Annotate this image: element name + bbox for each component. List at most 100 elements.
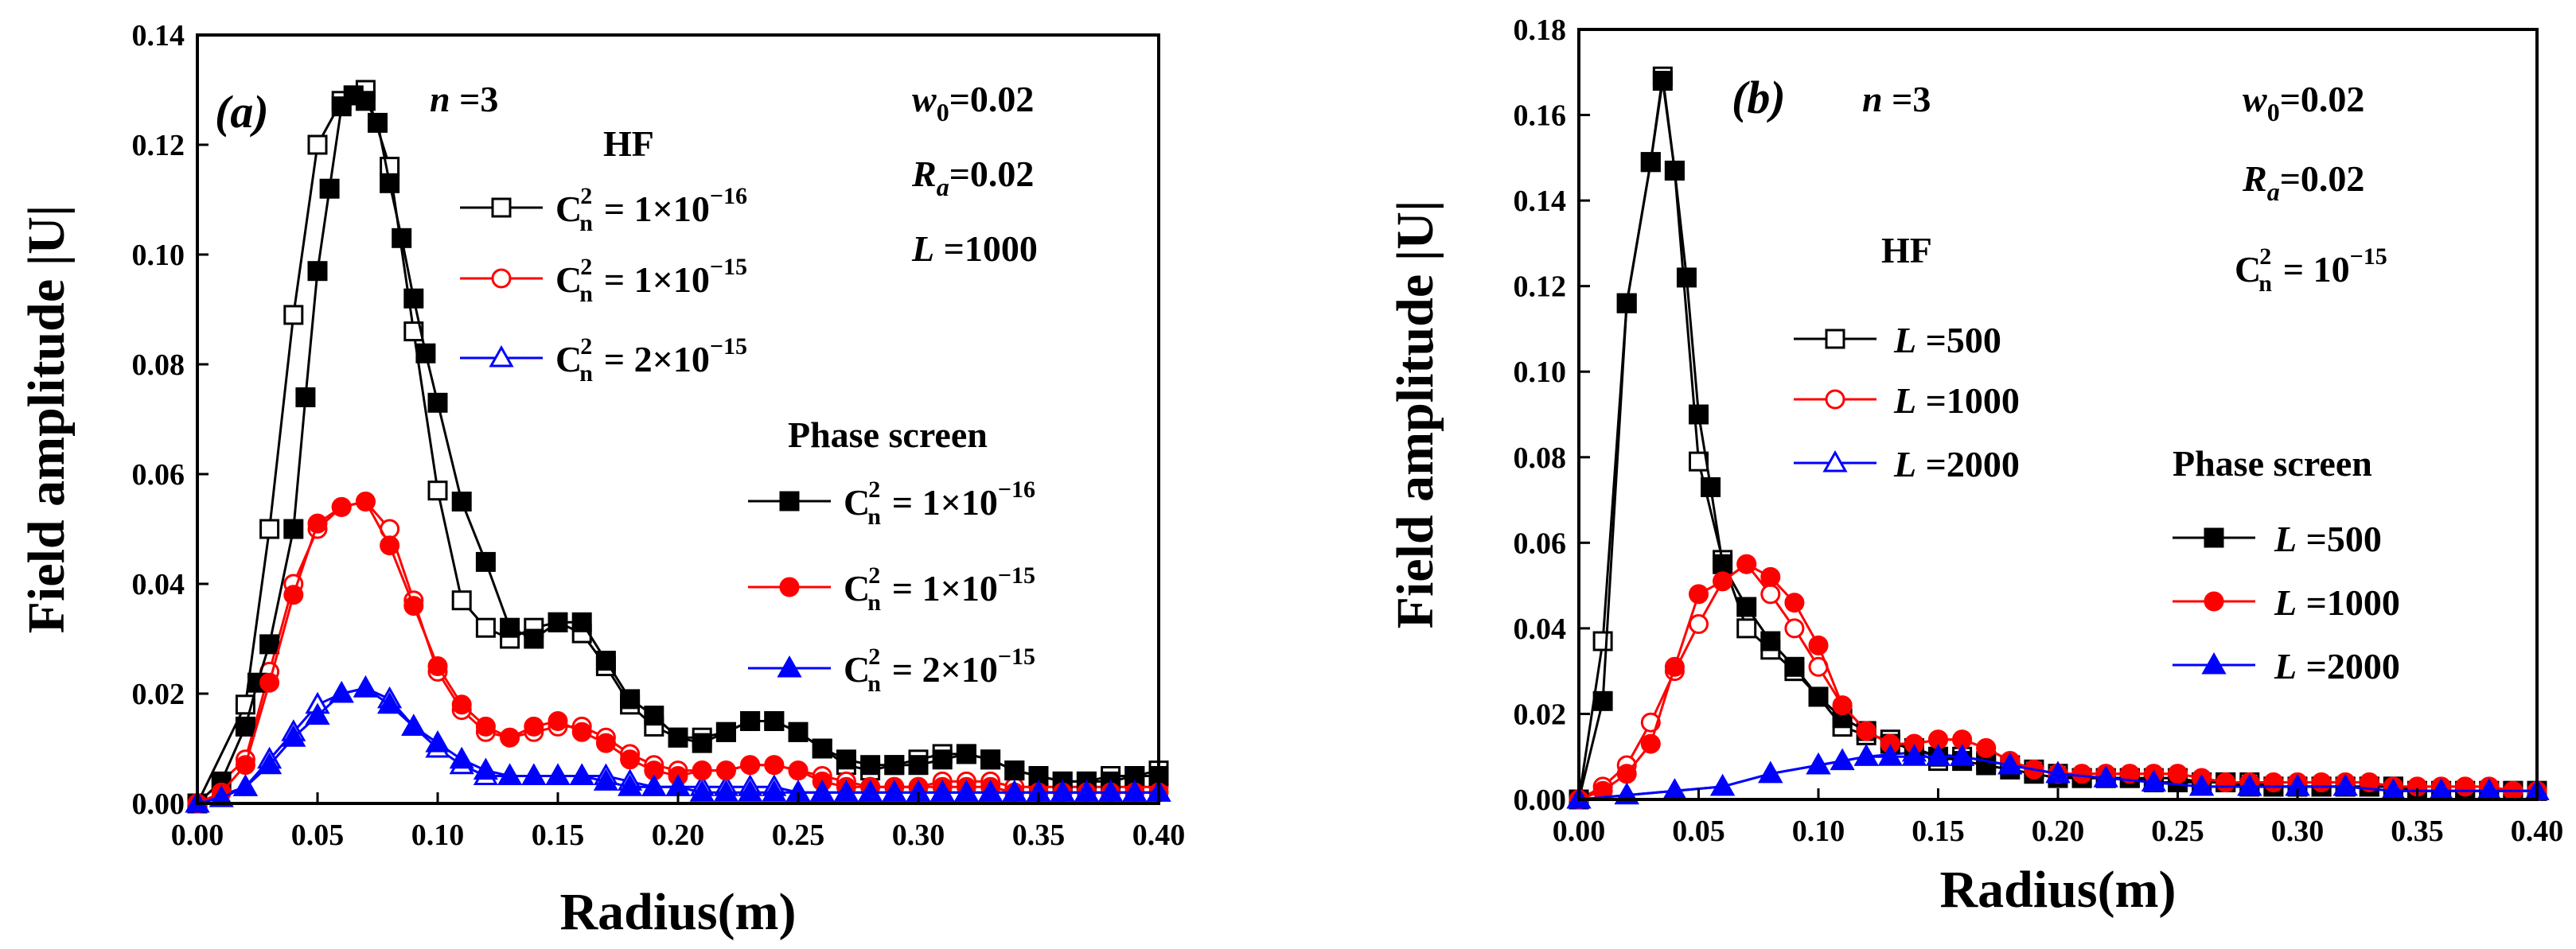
data-point — [475, 617, 496, 638]
data-point — [392, 228, 412, 248]
data-point — [403, 288, 424, 309]
series-line — [1577, 80, 2537, 800]
data-point — [1664, 656, 1685, 677]
data-point — [762, 780, 787, 802]
data-point — [1050, 780, 1075, 802]
y-tick-label: 0.16 — [1514, 99, 1567, 133]
data-point — [689, 780, 715, 802]
data-point — [692, 733, 712, 753]
data-point — [208, 785, 234, 807]
data-point — [283, 585, 304, 605]
panel-b-w0-value: 0.02 — [2301, 79, 2365, 119]
y-tick-label: 0.00 — [132, 788, 185, 821]
panel-a-legend-hf-cn2-2e-15: C2 n = 2×10−15 — [460, 333, 747, 387]
data-point — [451, 590, 472, 611]
data-point — [1950, 744, 1975, 766]
data-point — [475, 716, 496, 737]
data-point — [2311, 772, 2332, 792]
y-tick-label: 0.14 — [1514, 185, 1567, 218]
data-point — [427, 480, 448, 501]
panel-a-legend-ps-label-1: C2 n = 1×10−16 — [844, 476, 1035, 530]
data-point — [427, 656, 448, 676]
data-point — [521, 763, 547, 785]
y-tick-label: 0.10 — [132, 239, 185, 272]
y-tick-label: 0.10 — [1514, 356, 1567, 389]
data-point — [788, 721, 809, 742]
data-point — [788, 760, 809, 781]
y-tick-label: 0.06 — [132, 458, 185, 492]
panel-a-n-value: 3 — [480, 79, 498, 119]
data-point — [1664, 160, 1685, 181]
panel-a-legend-ps-cn2-1e-15: C2 n = 1×10−15 — [748, 562, 1035, 616]
data-point — [401, 714, 427, 736]
legend-marker-circle-filled — [779, 577, 800, 597]
data-point — [473, 757, 498, 780]
x-tick-label: 0.30 — [2271, 815, 2325, 848]
data-point — [713, 780, 739, 802]
x-tick-label: 0.35 — [1012, 819, 1066, 852]
data-point — [1736, 618, 1757, 639]
data-point — [1652, 71, 1673, 91]
y-tick-label: 0.02 — [1514, 698, 1567, 731]
data-point — [425, 730, 450, 753]
data-point — [1122, 780, 1148, 802]
data-point — [571, 612, 592, 632]
data-point — [1997, 752, 2023, 775]
data-point — [836, 749, 856, 770]
data-point — [235, 716, 255, 737]
legend-marker-triangle-filled — [2201, 651, 2227, 675]
data-point — [644, 706, 664, 726]
data-point — [1074, 780, 1099, 802]
legend-marker-triangle-open — [489, 344, 514, 368]
legend-marker-square-open — [491, 197, 512, 218]
data-point — [620, 749, 641, 770]
data-point — [884, 755, 905, 776]
data-point — [403, 321, 424, 342]
data-point — [1808, 686, 1829, 707]
y-tick-label: 0.02 — [132, 678, 185, 711]
data-point — [1616, 293, 1637, 313]
panel-b-legend-ps-l500: L =500 — [2173, 519, 2382, 559]
data-point — [415, 343, 436, 364]
data-point — [833, 780, 859, 802]
data-point — [980, 749, 1001, 770]
data-point — [2237, 773, 2262, 796]
panel-b-legend-ps-label-2: L =1000 — [2274, 582, 2400, 623]
data-point — [764, 755, 785, 776]
x-tick-label: 0.25 — [2151, 815, 2204, 848]
legend-marker-circle-open — [491, 268, 512, 289]
legend-marker-square-filled — [2204, 527, 2224, 548]
data-point — [281, 725, 306, 747]
data-point — [427, 392, 448, 413]
panel-b-legend-ps-l1000: L =1000 — [2173, 582, 2400, 623]
data-point — [1808, 635, 1829, 655]
data-point — [2045, 760, 2071, 784]
x-tick-label: 0.15 — [532, 819, 585, 852]
data-point — [569, 763, 594, 785]
panel-a-y-axis-label: Field amplitude |U| — [18, 205, 76, 634]
legend-marker-square-filled — [779, 491, 800, 511]
panel-b-legend-hf-label-3: L =2000 — [1893, 444, 2020, 484]
data-point — [1736, 554, 1757, 574]
panel-a-w0-value: 0.02 — [970, 79, 1035, 119]
data-point — [2359, 772, 2379, 792]
panel-b-n-value: 3 — [1912, 79, 1931, 119]
data-point — [1004, 760, 1025, 781]
legend-marker-circle-filled — [2204, 591, 2224, 612]
data-point — [307, 513, 328, 534]
data-point — [812, 738, 832, 759]
data-point — [500, 727, 520, 748]
data-point — [380, 157, 400, 177]
y-tick-label: 0.12 — [1514, 270, 1567, 304]
data-point — [2168, 764, 2188, 784]
data-point — [524, 628, 544, 649]
panel-a-legend-ps-label-2: C2 n = 1×10−15 — [844, 562, 1035, 616]
panel-b-cn2-annotation: C2 n = 10−15 — [2235, 243, 2387, 297]
panel-b-legend-ps-title: Phase screen — [2173, 443, 2372, 484]
data-point — [1713, 554, 1733, 574]
data-point — [451, 492, 472, 511]
data-point — [548, 711, 568, 731]
data-point — [377, 691, 403, 714]
data-point — [2189, 773, 2215, 796]
